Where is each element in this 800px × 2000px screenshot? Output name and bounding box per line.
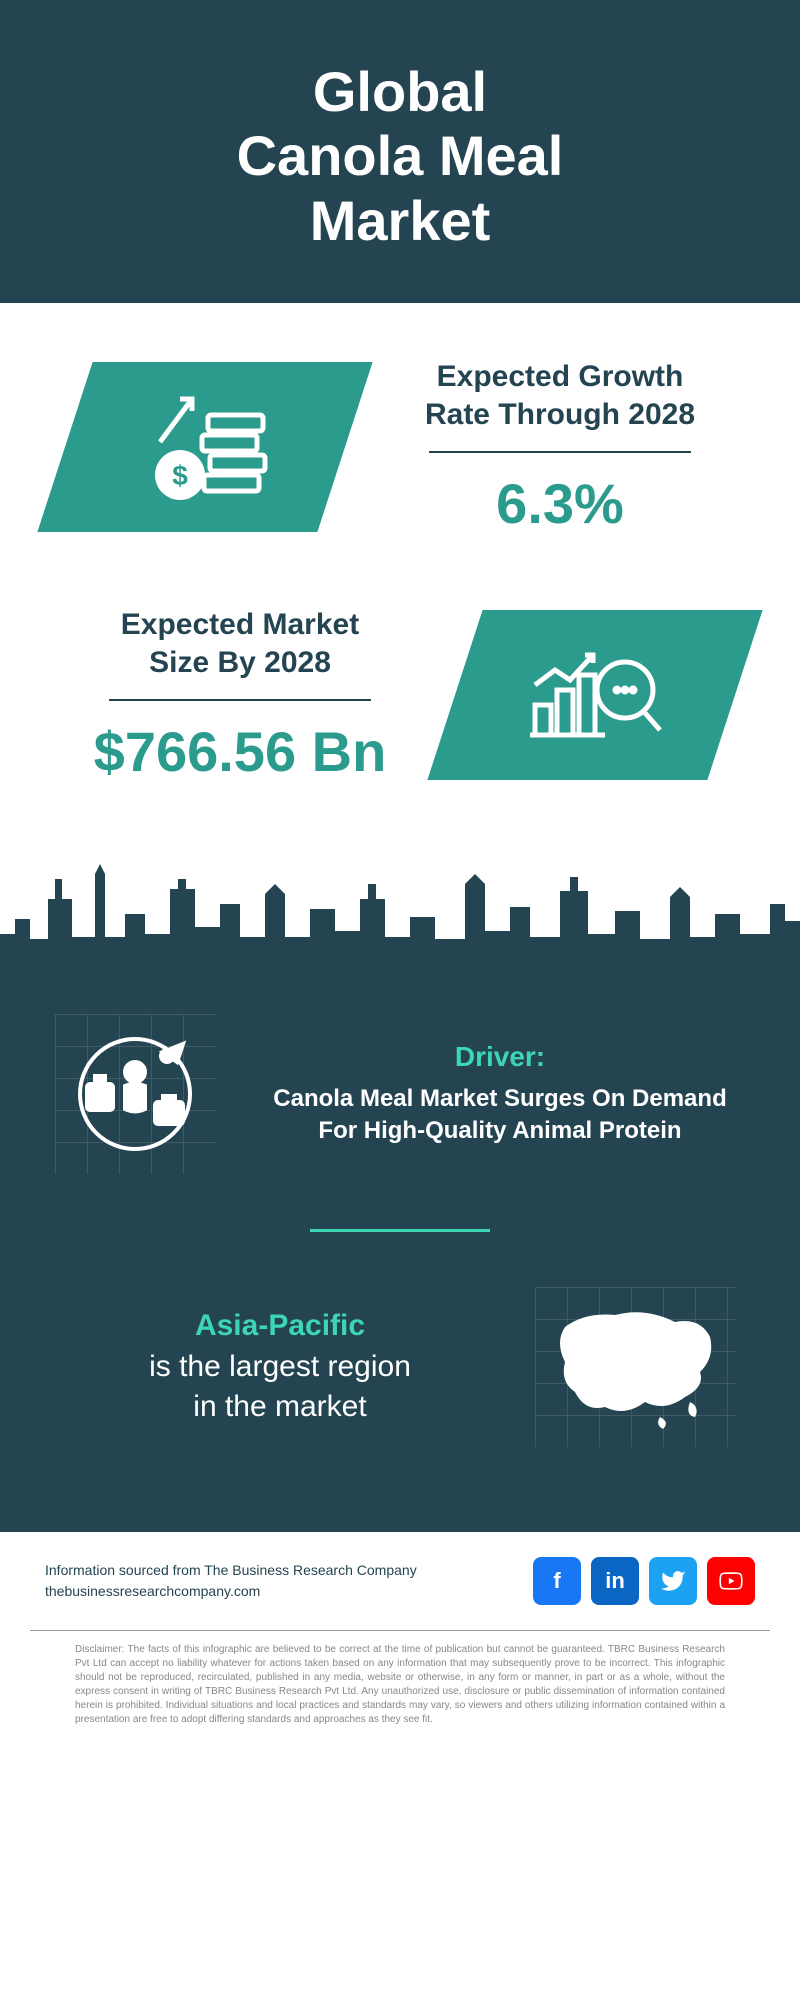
driver-row: Driver: Canola Meal Market Surges On Dem… <box>55 1014 745 1174</box>
size-section: Expected MarketSize By 2028 $766.56 Bn <box>0 571 800 819</box>
size-icon-tile <box>455 610 735 780</box>
twitter-icon[interactable] <box>649 1557 697 1605</box>
divider <box>109 699 372 701</box>
divider <box>429 451 692 453</box>
main-title: Global Canola Meal Market <box>20 60 780 253</box>
youtube-icon[interactable] <box>707 1557 755 1605</box>
growth-section: $ Expected GrowthRate Through 2028 6.3% <box>0 323 800 571</box>
size-value: $766.56 Bn <box>65 719 415 784</box>
header-banner: Global Canola Meal Market <box>0 0 800 303</box>
disclaimer: Disclaimer: The facts of this infographi… <box>30 1630 770 1757</box>
driver-text: Canola Meal Market Surges On Demand For … <box>255 1083 745 1148</box>
region-text: Asia-Pacific is the largest region in th… <box>65 1306 495 1428</box>
driver-label: Driver: <box>255 1041 745 1073</box>
size-label: Expected MarketSize By 2028 <box>65 606 415 681</box>
footer: Information sourced from The Business Re… <box>0 1532 800 1630</box>
section-divider <box>310 1229 490 1232</box>
region-row: Asia-Pacific is the largest region in th… <box>55 1287 745 1487</box>
money-growth-icon: $ <box>130 387 280 507</box>
source-text: Information sourced from The Business Re… <box>45 1560 417 1602</box>
social-icons: f in <box>533 1557 755 1605</box>
growth-value: 6.3% <box>385 471 735 536</box>
growth-icon-tile: $ <box>65 362 345 532</box>
driver-icon <box>55 1014 215 1174</box>
growth-label: Expected GrowthRate Through 2028 <box>385 358 735 433</box>
linkedin-icon[interactable]: in <box>591 1557 639 1605</box>
svg-text:$: $ <box>172 460 188 491</box>
dark-section: Driver: Canola Meal Market Surges On Dem… <box>0 969 800 1532</box>
facebook-icon[interactable]: f <box>533 1557 581 1605</box>
skyline-graphic <box>0 849 800 969</box>
asia-map-icon <box>535 1287 735 1447</box>
analytics-icon <box>515 635 675 755</box>
